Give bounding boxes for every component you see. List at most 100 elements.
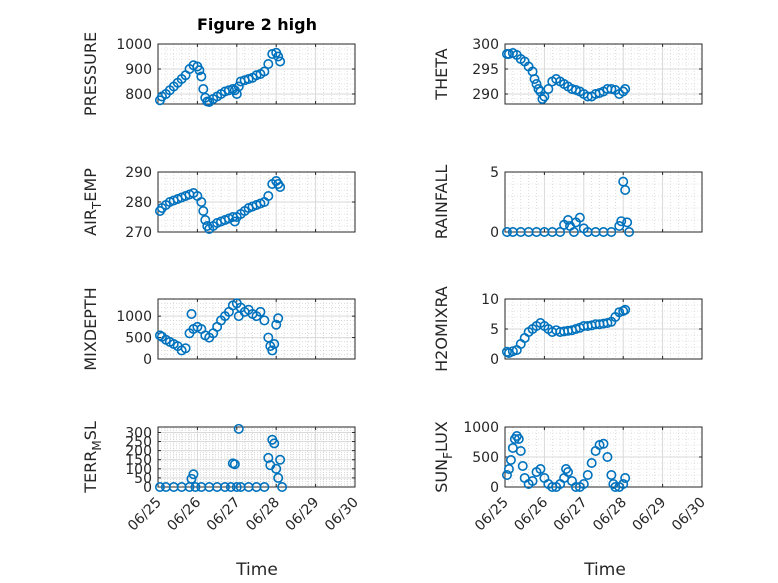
data-point [582, 469, 593, 480]
y-tick-label: 200 [125, 444, 152, 460]
subplot-2: 290 295 300 THETA [432, 37, 703, 105]
data-point [515, 445, 526, 456]
y-axis-label-4: RAINFALL [432, 165, 451, 240]
figure-title: Figure 2 high [197, 15, 317, 34]
data-point [620, 472, 631, 483]
subplot-5: 0 500 1000 MIXDEPTH [81, 287, 356, 371]
x-tick-label: 06/27 [204, 495, 244, 535]
subplot-4: 0 5 RAINFALL [432, 165, 703, 241]
y-tick-label: 800 [125, 87, 152, 103]
y-tick-label: 0 [143, 480, 152, 496]
y-tick-label: 280 [125, 195, 152, 211]
y-tick-label: 10 [481, 292, 499, 308]
data-point [513, 433, 524, 444]
y-tick-label: 1000 [463, 420, 499, 436]
data-point [527, 475, 538, 486]
y-tick-label: 900 [125, 62, 152, 78]
x-axis-label-left: Time [235, 560, 278, 580]
data-point [277, 481, 288, 492]
data-point [602, 451, 613, 462]
y-axis-label-3: AIRTEMP [81, 168, 104, 236]
y-tick-label: 0 [490, 480, 499, 496]
data-point [618, 86, 629, 97]
x-tick-label: 06/30 [669, 495, 709, 535]
data-point [616, 216, 627, 227]
data-point [263, 191, 274, 202]
data-point [505, 454, 516, 465]
x-tick-label: 06/25 [472, 495, 512, 535]
y-axis-label-7: TERRMSL [81, 421, 104, 494]
y-tick-label: 0 [490, 352, 499, 368]
axes-box [157, 426, 356, 488]
y-tick-label: 290 [472, 87, 499, 103]
x-tick-label: 06/29 [283, 495, 323, 535]
y-tick-label: 500 [125, 331, 152, 347]
data-point [186, 473, 197, 484]
data-point [606, 84, 617, 95]
data-point [259, 481, 270, 492]
y-tick-label: 1000 [116, 309, 152, 325]
data-point [154, 481, 165, 492]
x-tick-label: 06/27 [551, 495, 591, 535]
y-tick-label: 290 [125, 165, 152, 181]
data-point [198, 206, 209, 217]
data-point [275, 182, 286, 193]
data-point [200, 215, 211, 226]
x-tick-label: 06/26 [511, 494, 551, 534]
data-point [620, 84, 631, 95]
axes-box [157, 298, 356, 360]
data-point [229, 216, 240, 227]
data-point [606, 469, 617, 480]
data-point [620, 304, 631, 315]
data-point [275, 454, 286, 465]
data-point [618, 478, 629, 489]
y-axis-label-2: THETA [432, 48, 451, 100]
y-tick-label: 295 [472, 62, 499, 78]
x-tick-label: 06/25 [125, 495, 165, 535]
data-point [233, 81, 244, 92]
y-tick-label: 100 [125, 462, 152, 478]
data-point [574, 212, 585, 223]
data-point [533, 84, 544, 95]
data-point [273, 472, 284, 483]
data-point [269, 338, 280, 349]
y-tick-label: 50 [134, 471, 152, 487]
data-point [190, 481, 201, 492]
data-point [231, 481, 242, 492]
y-tick-label: 0 [490, 225, 499, 241]
y-tick-label: 300 [125, 425, 152, 441]
x-tick-label: 06/29 [630, 495, 670, 535]
data-point [273, 51, 284, 62]
data-point [233, 423, 244, 434]
y-tick-label: 270 [125, 225, 152, 241]
y-tick-label: 5 [490, 322, 499, 338]
axes-box [157, 43, 356, 105]
data-point [620, 185, 631, 196]
axes-box [504, 43, 703, 105]
data-point [539, 91, 550, 102]
data-point [568, 227, 579, 238]
subplot-1: 800 900 1000 PRESSURE [81, 32, 356, 116]
data-point [614, 221, 625, 232]
data-point [225, 481, 236, 492]
data-point [188, 469, 199, 480]
data-point [259, 315, 270, 326]
data-point [598, 438, 609, 449]
y-axis-label-1: PRESSURE [81, 32, 100, 116]
data-point [586, 457, 597, 468]
y-tick-label: 5 [490, 165, 499, 181]
data-point [537, 94, 548, 105]
y-axis-label-8: SUNFLUX [432, 421, 455, 493]
data-point [501, 227, 512, 238]
axes-box [504, 171, 703, 233]
data-point [273, 313, 284, 324]
data-point [501, 469, 512, 480]
subplot-3: 270 280 290 AIRTEMP [81, 165, 356, 241]
data-point [535, 463, 546, 474]
data-point [517, 460, 528, 471]
data-point [606, 227, 617, 238]
x-tick-label: 06/30 [322, 495, 362, 535]
data-point [186, 308, 197, 319]
